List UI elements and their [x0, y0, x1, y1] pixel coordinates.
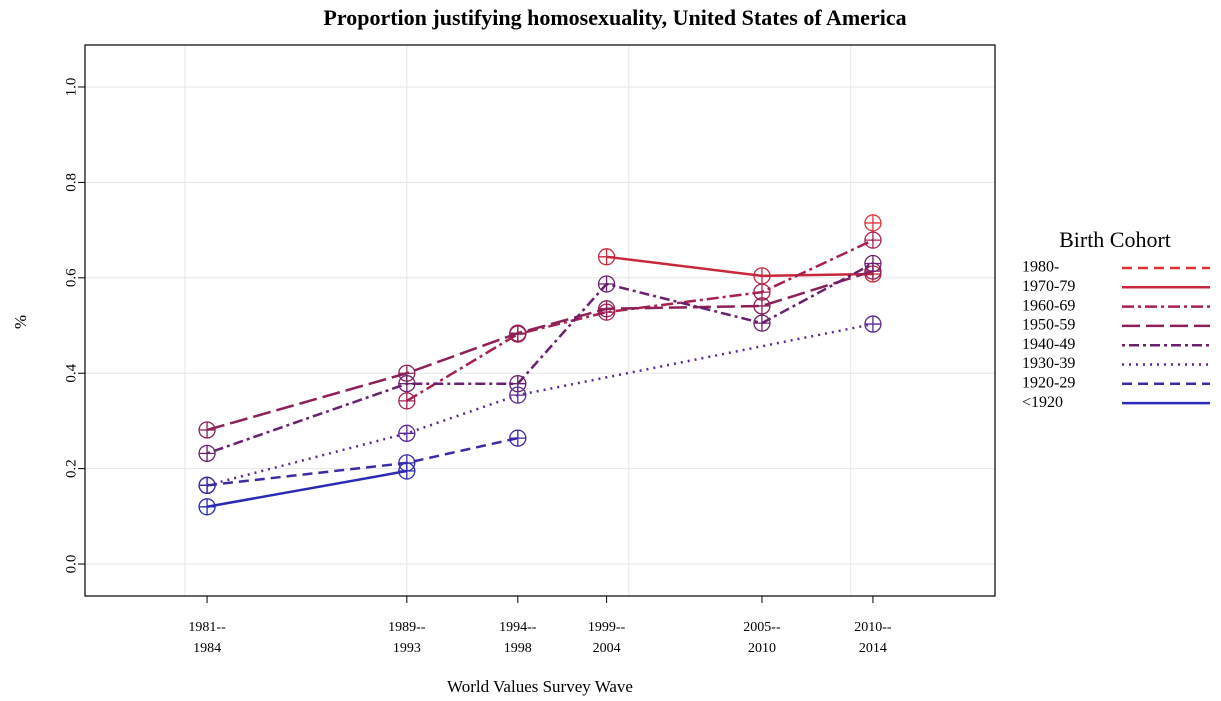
legend-label: 1970-79 [1022, 278, 1075, 295]
data-point [198, 498, 216, 516]
point-cross [598, 300, 615, 317]
point-cross [199, 445, 216, 462]
y-tick-label: 1.0 [63, 78, 79, 97]
x-tick-label: 1994--1998 [499, 620, 537, 656]
point-cross [199, 421, 216, 438]
data-point [509, 386, 527, 404]
data-point [509, 324, 527, 342]
x-tick-label: 2005--2010 [743, 620, 781, 656]
y-tick-label: 0.6 [63, 268, 79, 287]
data-point [753, 314, 771, 332]
point-cross [199, 477, 216, 494]
x-tick-label: 1999--2004 [588, 620, 626, 656]
legend-label: 1920-29 [1022, 374, 1075, 391]
data-point [509, 429, 527, 447]
data-point [398, 462, 416, 480]
point-cross [864, 316, 881, 333]
data-point [398, 424, 416, 442]
point-cross [864, 232, 881, 249]
plot-frame [84, 44, 996, 597]
series-line [206, 262, 874, 455]
legend-label: 1980- [1022, 259, 1059, 276]
x-axis-label: World Values Survey Wave [447, 677, 633, 696]
point-cross [398, 392, 415, 409]
point-cross [864, 255, 881, 272]
point-cross [398, 375, 415, 392]
data-point [864, 315, 882, 333]
series-line [206, 269, 874, 432]
series-line [406, 238, 874, 402]
point-cross [864, 214, 881, 231]
point-cross [398, 463, 415, 480]
point-cross [509, 325, 526, 342]
data-point [864, 254, 882, 273]
legend-label: <1920 [1022, 394, 1063, 411]
data-point [597, 248, 616, 266]
data-point [198, 476, 216, 494]
data-point [864, 214, 882, 232]
legend-label: 1930-39 [1022, 355, 1075, 372]
x-tick-label: 2010--2014 [854, 620, 892, 656]
data-point [597, 300, 616, 318]
y-tick-label: 0.4 [63, 363, 79, 382]
point-cross [598, 248, 615, 265]
legend-label: 1950-59 [1022, 317, 1075, 334]
legend-title: Birth Cohort [1059, 227, 1171, 252]
point-cross [598, 276, 615, 293]
data-point [753, 267, 771, 285]
series-line [206, 469, 408, 509]
y-tick-label: 0.8 [63, 173, 79, 192]
point-cross [509, 387, 526, 404]
x-tick-label: 1981--1984 [188, 620, 226, 656]
legend-label: 1960-69 [1022, 297, 1075, 314]
data-point [864, 231, 882, 249]
data-point [753, 297, 771, 315]
y-tick-label: 0.0 [63, 555, 79, 574]
point-cross [753, 267, 770, 284]
point-cross [753, 297, 770, 314]
data-point [198, 444, 216, 463]
y-tick-label: 0.2 [63, 459, 79, 478]
data-point [597, 275, 616, 293]
legend-label: 1940-49 [1022, 336, 1075, 353]
point-cross [199, 498, 216, 515]
y-axis-label: % [11, 315, 30, 329]
series-line [206, 322, 874, 487]
point-cross [753, 315, 770, 332]
point-cross [398, 425, 415, 442]
point-cross [509, 430, 526, 447]
x-tick-label: 1989--1993 [388, 620, 426, 656]
data-point [398, 375, 416, 393]
data-point [198, 421, 216, 439]
chart-title: Proportion justifying homosexuality, Uni… [323, 5, 906, 30]
data-point [398, 392, 416, 410]
